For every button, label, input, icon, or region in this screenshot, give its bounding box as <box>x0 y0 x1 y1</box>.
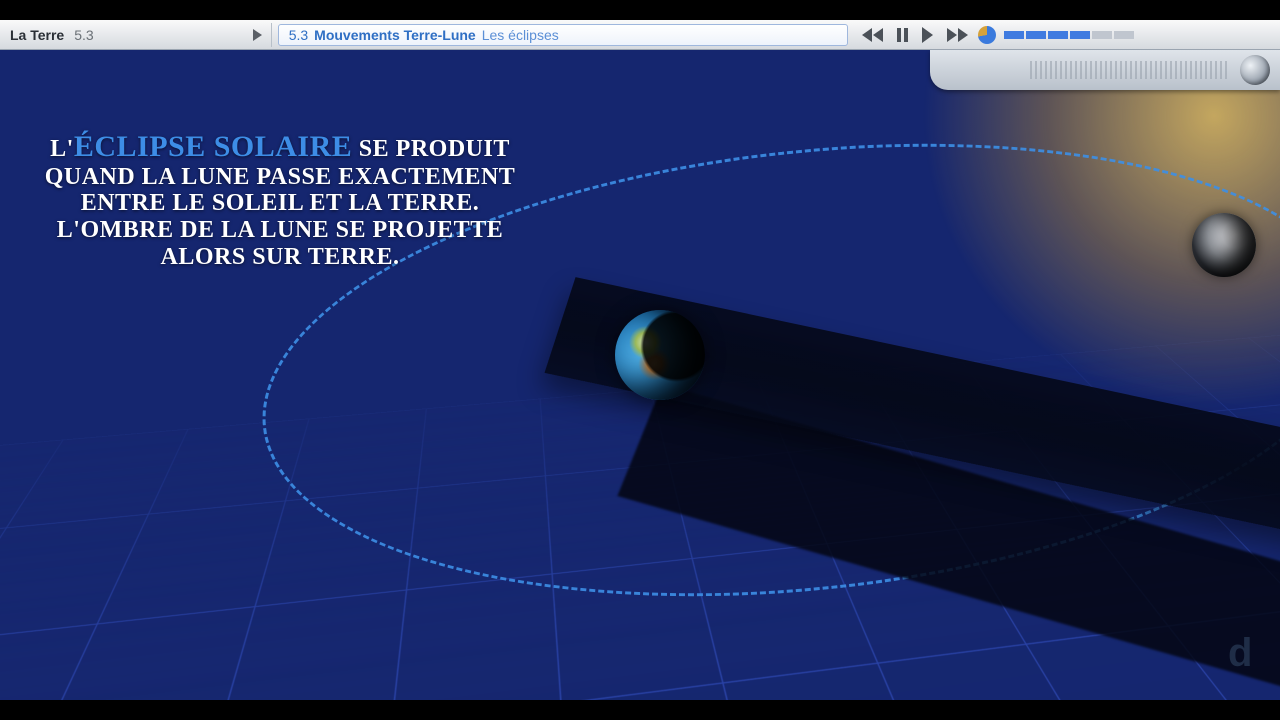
main-number: 5.3 <box>74 27 93 43</box>
text-highlight: ÉCLIPSE SOLAIRE <box>74 130 352 163</box>
title-block: La Terre 5.3 <box>0 27 104 43</box>
text-line1-rest: SE PRODUIT <box>352 136 510 162</box>
text-line-5: ALORS SUR TERRE. <box>20 244 540 271</box>
chapter-play-button[interactable] <box>244 23 272 47</box>
letterbox-top <box>0 0 1280 20</box>
vent-decor <box>1030 61 1230 79</box>
progress-segment <box>1114 31 1134 39</box>
play-icon <box>253 29 262 41</box>
svg-text:d: d <box>1228 631 1252 675</box>
rewind-icon <box>873 28 883 42</box>
play-button[interactable] <box>922 27 933 43</box>
chapter-subtitle: Les éclipses <box>482 27 559 43</box>
pause-icon <box>904 28 908 42</box>
forward-icon <box>958 28 968 42</box>
earth <box>615 310 705 400</box>
chapter-pill[interactable]: 5.3 Mouvements Terre-Lune Les éclipses <box>278 24 848 46</box>
progress-segment <box>1026 31 1046 39</box>
moon <box>1192 213 1256 277</box>
text-line-4: L'OMBRE DE LA LUNE SE PROJETTE <box>20 217 540 244</box>
playback-controls <box>862 27 968 43</box>
letterbox-bottom <box>0 700 1280 720</box>
rewind-icon <box>862 28 872 42</box>
watermark-logo: d <box>1218 628 1266 676</box>
main-title: La Terre <box>10 27 64 43</box>
scene: L'ÉCLIPSE SOLAIRE SE PRODUIT QUAND LA LU… <box>0 50 1280 700</box>
pause-icon <box>897 28 901 42</box>
chrome-strip <box>930 50 1280 90</box>
progress-segment <box>1092 31 1112 39</box>
progress-segment <box>1048 31 1068 39</box>
text-prefix: L' <box>50 136 74 162</box>
text-line-2: QUAND LA LUNE PASSE EXACTEMENT <box>20 164 540 191</box>
toolbar: La Terre 5.3 5.3 Mouvements Terre-Lune L… <box>0 20 1280 50</box>
overlay-text: L'ÉCLIPSE SOLAIRE SE PRODUIT QUAND LA LU… <box>20 130 540 271</box>
progress-bar[interactable] <box>1004 31 1134 39</box>
play-icon <box>922 27 933 43</box>
progress-pie-icon[interactable] <box>978 26 996 44</box>
stage: La Terre 5.3 5.3 Mouvements Terre-Lune L… <box>0 0 1280 720</box>
text-line-3: ENTRE LE SOLEIL ET LA TERRE. <box>20 190 540 217</box>
progress-segment <box>1004 31 1024 39</box>
forward-button[interactable] <box>947 28 968 42</box>
forward-icon <box>947 28 957 42</box>
pause-button[interactable] <box>897 28 908 42</box>
text-line-1: L'ÉCLIPSE SOLAIRE SE PRODUIT <box>20 130 540 164</box>
chapter-number: 5.3 <box>289 27 308 43</box>
progress-segment <box>1070 31 1090 39</box>
speaker-icon[interactable] <box>1240 55 1270 85</box>
chapter-title: Mouvements Terre-Lune <box>314 27 476 43</box>
rewind-button[interactable] <box>862 28 883 42</box>
